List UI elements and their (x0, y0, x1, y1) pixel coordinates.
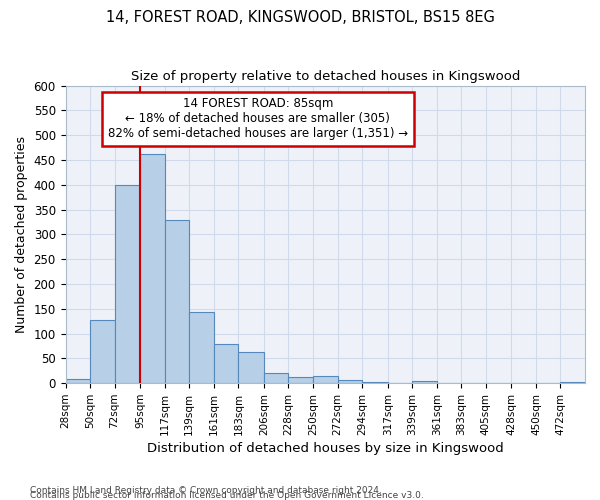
Bar (140, 154, 165, 383)
Bar (264, 374, 289, 383)
Bar (90, 320, 115, 383)
Bar (289, 378, 313, 383)
Text: Contains public sector information licensed under the Open Government Licence v3: Contains public sector information licen… (30, 491, 424, 500)
Text: 14, FOREST ROAD, KINGSWOOD, BRISTOL, BS15 8EG: 14, FOREST ROAD, KINGSWOOD, BRISTOL, BS1… (106, 10, 494, 25)
Bar (238, 352, 264, 383)
Y-axis label: Number of detached properties: Number of detached properties (15, 136, 28, 333)
Text: Contains HM Land Registry data © Crown copyright and database right 2024.: Contains HM Land Registry data © Crown c… (30, 486, 382, 495)
Bar (214, 344, 238, 383)
Bar (362, 382, 388, 383)
Bar (412, 381, 437, 383)
Bar (65, 379, 90, 383)
Bar (338, 380, 362, 383)
Bar (165, 220, 189, 383)
Title: Size of property relative to detached houses in Kingswood: Size of property relative to detached ho… (131, 70, 520, 83)
Bar (560, 382, 585, 383)
Bar (115, 185, 140, 383)
Bar (189, 312, 214, 383)
Bar (313, 376, 338, 383)
X-axis label: Distribution of detached houses by size in Kingswood: Distribution of detached houses by size … (147, 442, 503, 455)
Text: 14 FOREST ROAD: 85sqm
← 18% of detached houses are smaller (305)
82% of semi-det: 14 FOREST ROAD: 85sqm ← 18% of detached … (107, 98, 408, 140)
